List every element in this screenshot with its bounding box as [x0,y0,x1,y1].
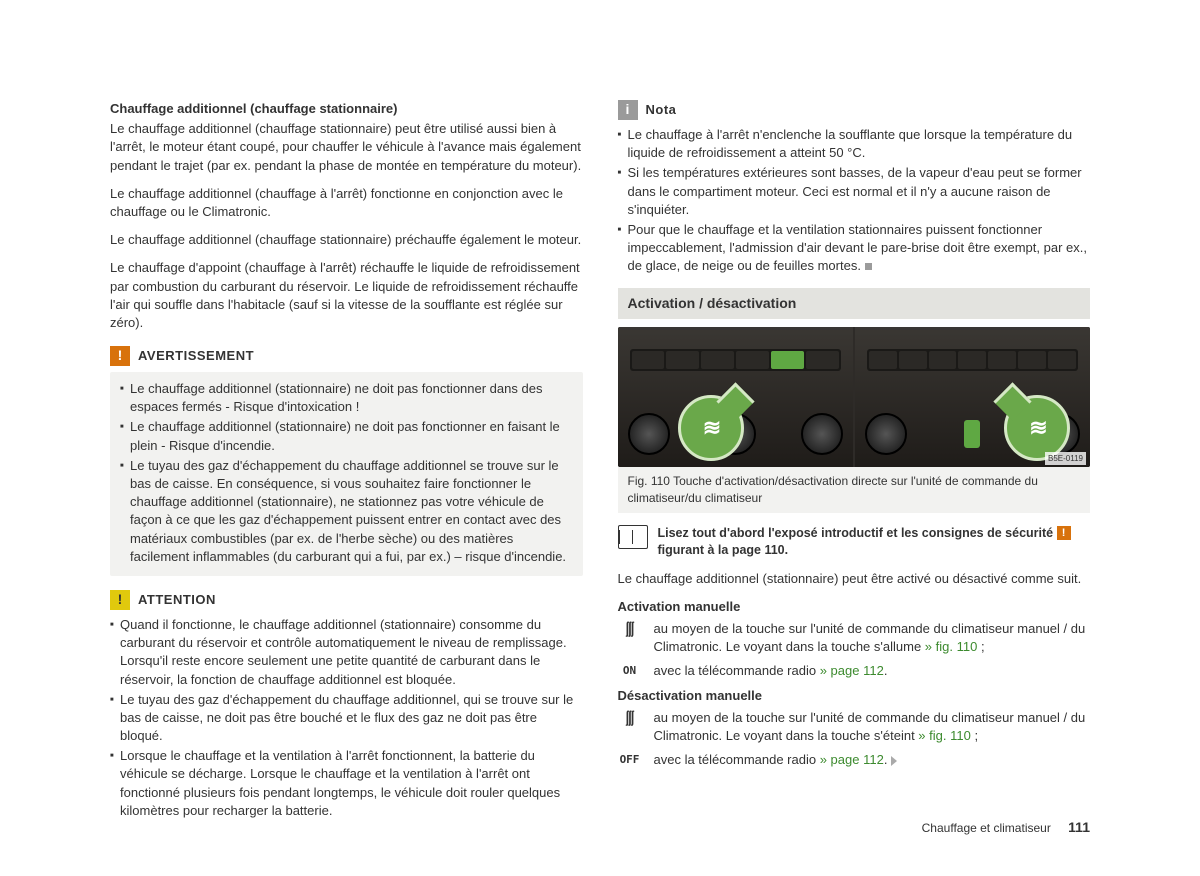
body-text: Le chauffage additionnel (stationnaire) … [618,570,1091,588]
footer-section: Chauffage et climatiseur [922,821,1051,835]
figure-code: B5E-0119 [1045,452,1086,465]
heat-button-icon: ∭ [618,620,642,641]
warning-box: Le chauffage additionnel (stationnaire) … [110,372,583,576]
figure-caption: Fig. 110 Touche d'activation/désactivati… [618,467,1091,513]
list-item: OFF avec la télécommande radio » page 11… [618,751,1091,769]
warning-badge-icon: ! [1057,526,1071,540]
manual-page: Chauffage additionnel (chauffage station… [0,0,1200,876]
page-number: 111 [1068,819,1090,835]
figure-image: ≋ ≋ B5E-0119 [618,327,1091,467]
list-item: ON avec la télécommande radio » page 112… [618,662,1091,680]
nota-header: i Nota [618,100,1091,120]
nota-text: Pour que le chauffage et la ventilation … [628,222,1087,273]
subsection-title: Activation / désactivation [618,288,1091,320]
list-text: avec la télécommande radio » page 112. [654,751,898,769]
list-text: au moyen de la touche sur l'unité de com… [654,709,1091,745]
continue-marker-icon [891,756,897,766]
list-item: ∭ au moyen de la touche sur l'unité de c… [618,620,1091,656]
info-icon: i [618,100,638,120]
body-text: Le chauffage additionnel (chauffage stat… [110,120,583,175]
warning-item: Le chauffage additionnel (stationnaire) … [120,380,573,416]
heat-icon: ≋ [1029,413,1044,444]
left-column: Chauffage additionnel (chauffage station… [110,100,583,836]
page-footer: Chauffage et climatiseur 111 [922,818,1090,838]
attention-icon: ! [110,590,130,610]
activation-heading: Activation manuelle [618,598,1091,616]
page-link[interactable]: » page 112 [820,752,884,767]
end-marker-icon [865,263,872,270]
warning-item: Le chauffage additionnel (stationnaire) … [120,418,573,454]
list-text: avec la télécommande radio » page 112. [654,662,888,680]
body-text: Le chauffage d'appoint (chauffage à l'ar… [110,259,583,332]
on-label: ON [618,662,642,678]
attention-item: Quand il fonctionne, le chauffage additi… [110,616,583,689]
right-column: i Nota Le chauffage à l'arrêt n'enclench… [618,100,1091,836]
figure-panel-right: ≋ B5E-0119 [855,327,1090,467]
attention-header: ! ATTENTION [110,590,583,610]
read-first-text: Lisez tout d'abord l'exposé introductif … [658,525,1091,560]
body-text: Le chauffage additionnel (chauffage stat… [110,231,583,249]
heat-button-icon: ∭ [618,709,642,730]
attention-title: ATTENTION [138,591,216,609]
warning-title: AVERTISSEMENT [138,347,254,365]
list-item: ∭ au moyen de la touche sur l'unité de c… [618,709,1091,745]
warning-icon: ! [110,346,130,366]
book-icon [618,525,648,549]
body-text: Le chauffage additionnel (chauffage à l'… [110,185,583,221]
attention-item: Le tuyau des gaz d'échappement du chauff… [110,691,583,746]
figure-panel-left: ≋ [618,327,853,467]
warning-header: ! AVERTISSEMENT [110,346,583,366]
nota-item: Le chauffage à l'arrêt n'enclenche la so… [618,126,1091,162]
attention-item: Lorsque le chauffage et la ventilation à… [110,747,583,820]
figure-link[interactable]: » fig. 110 [918,728,971,743]
deactivation-heading: Désactivation manuelle [618,687,1091,705]
figure-link[interactable]: » fig. 110 [925,639,978,654]
warning-item: Le tuyau des gaz d'échappement du chauff… [120,457,573,566]
off-label: OFF [618,751,642,767]
nota-item: Si les températures extérieures sont bas… [618,164,1091,219]
heat-icon: ≋ [703,413,718,444]
list-text: au moyen de la touche sur l'unité de com… [654,620,1091,656]
section-heading: Chauffage additionnel (chauffage station… [110,100,583,118]
read-first-row: Lisez tout d'abord l'exposé introductif … [618,525,1091,560]
nota-item: Pour que le chauffage et la ventilation … [618,221,1091,276]
nota-title: Nota [646,101,677,119]
page-link[interactable]: » page 112 [820,663,884,678]
